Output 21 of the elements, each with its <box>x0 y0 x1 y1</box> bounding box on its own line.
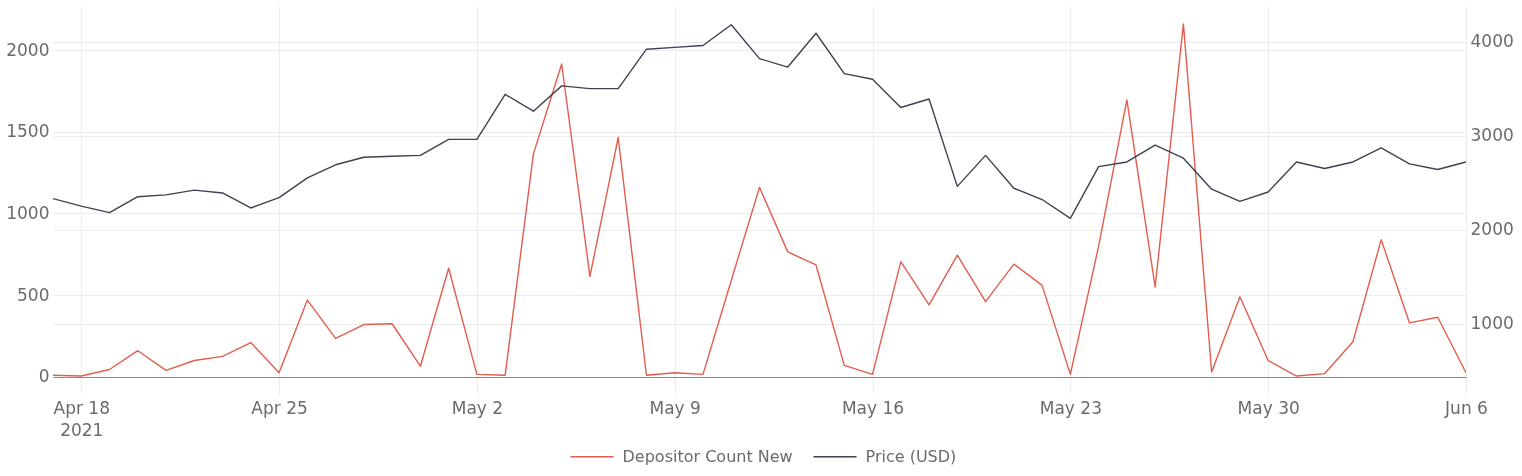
x-tick-label: Apr 25 <box>251 397 308 418</box>
y-tick-label: 1000 <box>6 202 50 223</box>
x-tick-label: May 2 <box>451 397 504 418</box>
x-tick-label: May 9 <box>649 397 701 418</box>
y2-tick-label: 4000 <box>1470 31 1514 52</box>
line-series <box>53 23 1466 377</box>
x-tick-label: May 16 <box>841 397 905 418</box>
y-tick-label: 0 <box>38 366 50 387</box>
x-tick-label: Apr 18 2021 <box>53 397 110 440</box>
legend-label: Depositor Count New <box>622 446 793 466</box>
y-tick-label: 2000 <box>6 39 50 60</box>
y2-tick-label: 3000 <box>1470 125 1514 146</box>
y-tick-label: 1500 <box>6 121 50 142</box>
y2-tick-label: 1000 <box>1470 313 1514 334</box>
line-series <box>53 24 1466 220</box>
x-tick-label: Jun 6 <box>1444 397 1488 418</box>
x-tick-label: May 23 <box>1039 397 1102 418</box>
legend-label: Price (USD) <box>865 446 957 466</box>
y2-tick-label: 2000 <box>1470 219 1514 240</box>
x-tick-label: May 30 <box>1237 397 1300 418</box>
y-tick-label: 500 <box>17 284 50 305</box>
